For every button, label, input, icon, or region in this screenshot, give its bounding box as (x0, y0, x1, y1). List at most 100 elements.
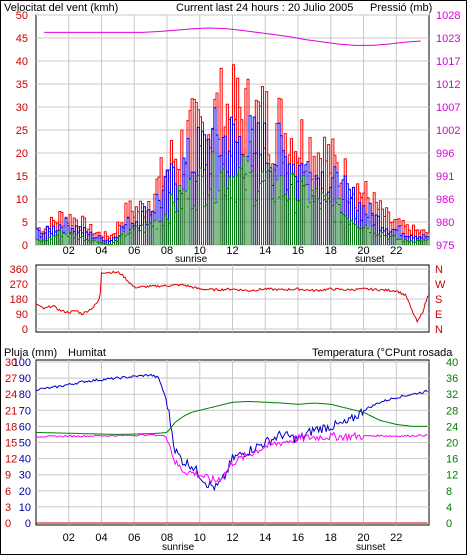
humidity-tick: 40 (19, 454, 31, 466)
wind-y-tick: 45 (16, 33, 28, 45)
rain-title: Pluja (mm) (4, 347, 57, 359)
direction-compass-tick: N (435, 264, 443, 276)
temperature-tick: 12 (446, 470, 458, 482)
rain-tick: 15 (5, 438, 17, 450)
wind-y-ticks: 0 5 10 15 20 25 30 35 40 45 50 (16, 10, 28, 252)
temperature-ticks: 0 4 8 12 16 20 24 28 32 36 40 (446, 357, 458, 530)
pressure-y-tick: 991 (436, 171, 454, 183)
wind-y-tick: 30 (16, 102, 28, 114)
wind-title: Velocitat del vent (kmh) (4, 2, 118, 14)
sunset-label-3: sunset (356, 542, 386, 553)
wind-x-tick: 04 (95, 245, 107, 257)
wind-x-tick: 20 (357, 245, 369, 257)
temperature-tick: 32 (446, 389, 458, 401)
direction-degree-tick: 360 (10, 264, 28, 276)
wind-y-tick: 0 (22, 240, 28, 252)
rain-tick: 24 (5, 389, 17, 401)
direction-degree-tick: 270 (10, 279, 28, 291)
rain-tick: 9 (5, 470, 11, 482)
humidity-line (35, 373, 428, 492)
wind-y-tick: 50 (16, 10, 28, 22)
pressure-y-tick: 980 (436, 217, 454, 229)
humidity-tick: 100 (13, 357, 31, 369)
humidity-grid (36, 360, 429, 525)
direction-degree-tick: 90 (16, 309, 28, 321)
humidity-tick: 90 (19, 373, 31, 385)
pressure-y-tick: 1012 (436, 79, 460, 91)
pressure-y-tick: 1017 (436, 56, 460, 68)
direction-compass-tick: N (435, 324, 443, 336)
direction-degree-ticks: 0 90 180 270 360 (10, 264, 28, 336)
temperature-line (35, 401, 428, 435)
rain-tick: 6 (5, 486, 11, 498)
rain-tick: 18 (5, 421, 17, 433)
wind-x-tick: 02 (63, 245, 75, 257)
humidity-x-tick: 04 (95, 532, 107, 544)
pressure-y-tick: 1023 (436, 33, 460, 45)
humidity-tick: 60 (19, 421, 31, 433)
humidity-x-tick: 18 (325, 532, 337, 544)
sunrise-label-3: sunrise (162, 542, 195, 553)
pressure-y-tick: 975 (436, 240, 454, 252)
direction-grid (36, 265, 429, 332)
humidity-x-tick: 12 (226, 532, 238, 544)
humidity-tick: 30 (19, 470, 31, 482)
pressure-y-tick: 996 (436, 148, 454, 160)
temperature-tick: 16 (446, 454, 458, 466)
humidity-x-tick: 02 (63, 532, 75, 544)
sunset-label-1: sunset (355, 254, 385, 265)
dewpoint-line (35, 431, 428, 484)
chart-title: Current last 24 hours : 20 Julio 2005 (176, 2, 353, 14)
rain-tick: 27 (5, 373, 17, 385)
pressure-y-tick: 986 (436, 194, 454, 206)
humidity-ticks: 0 10 20 30 40 50 60 70 80 90 100 (13, 357, 31, 530)
temperature-title: Temperatura (°C (312, 347, 393, 359)
direction-compass-tick: S (435, 294, 442, 306)
humidity-x-ticks: 02 04 06 08 10 12 14 16 18 20 22 (63, 532, 403, 544)
wind-y-tick: 15 (16, 171, 28, 183)
pressure-line (44, 27, 421, 46)
humidity-tick: 20 (19, 486, 31, 498)
temperature-tick: 20 (446, 438, 458, 450)
humidity-lines (35, 373, 428, 524)
direction-compass-tick: E (435, 309, 442, 321)
wind-y-tick: 40 (16, 56, 28, 68)
wind-y-tick: 5 (22, 217, 28, 229)
humidity-x-tick: 22 (390, 532, 402, 544)
wind-avg-bar (35, 107, 430, 245)
humidity-tick: 70 (19, 405, 31, 417)
wind-y-tick: 10 (16, 194, 28, 206)
humidity-x-tick: 14 (259, 532, 271, 544)
wind-x-tick: 22 (390, 245, 402, 257)
wind-x-ticks: 02 04 06 08 10 12 14 16 18 20 22 (63, 245, 403, 257)
wind-bars (35, 64, 430, 246)
humidity-tick: 50 (19, 438, 31, 450)
humidity-tick: 10 (19, 502, 31, 514)
temperature-tick: 4 (446, 502, 452, 514)
pressure-y-tick: 1028 (436, 10, 460, 22)
rain-tick: 21 (5, 405, 17, 417)
sunrise-label-1: sunrise (175, 254, 208, 265)
temperature-tick: 24 (446, 421, 458, 433)
wind-x-tick: 18 (325, 245, 337, 257)
humidity-x-tick: 16 (292, 532, 304, 544)
humidity-tick: 0 (25, 518, 31, 530)
humidity-x-tick: 20 (357, 532, 369, 544)
pressure-y-ticks: 975 980 986 991 996 1002 1007 1012 1017 1023 1028 (436, 10, 460, 252)
temperature-tick: 36 (446, 373, 458, 385)
humidity-x-tick: 06 (128, 532, 140, 544)
wind-y-tick: 35 (16, 79, 28, 91)
pressure-title: Pressió (mb) (370, 2, 432, 14)
direction-degree-tick: 180 (10, 294, 28, 306)
wind-x-tick: 06 (128, 245, 140, 257)
temperature-tick: 8 (446, 486, 452, 498)
direction-line (35, 270, 429, 324)
pressure-y-tick: 1002 (436, 125, 460, 137)
rain-tick: 0 (5, 518, 11, 530)
wind-min-bar (35, 151, 430, 246)
